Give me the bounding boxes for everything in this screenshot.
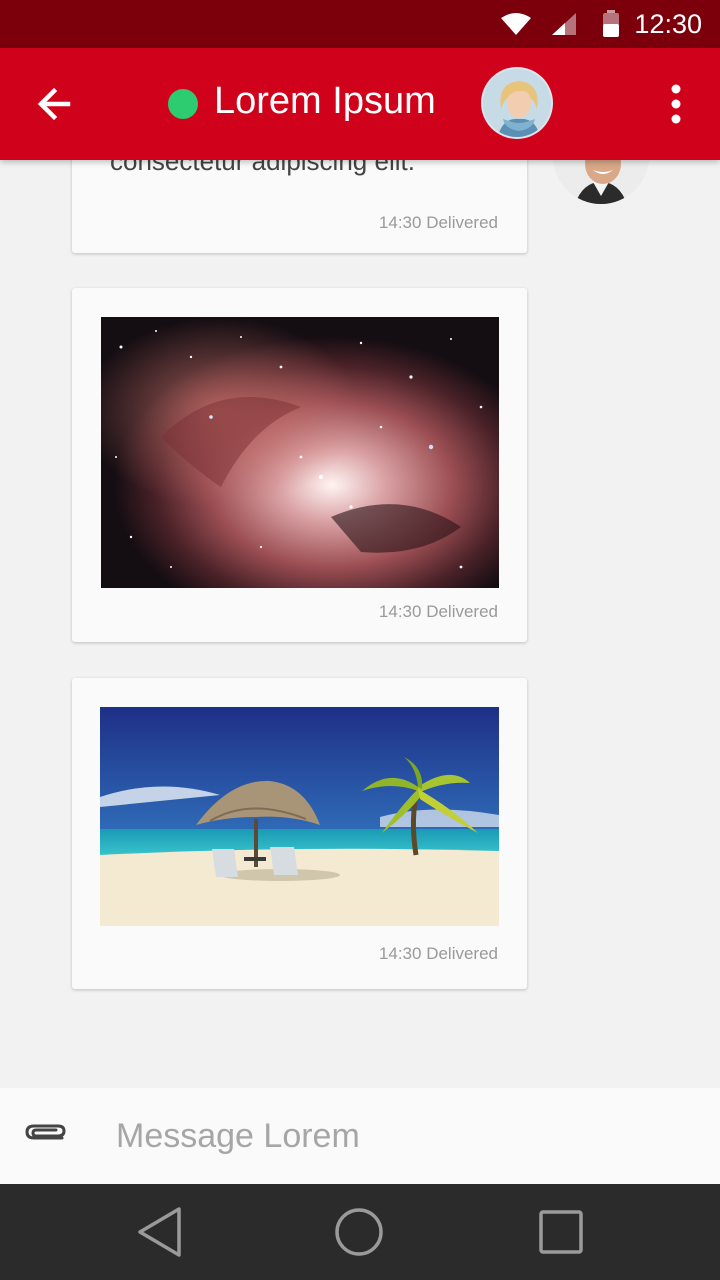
nav-back-button[interactable] [132, 1204, 192, 1260]
message-bubble[interactable]: consectetur adipiscing elit. 14:30 Deliv… [72, 160, 527, 253]
paperclip-icon [25, 1124, 66, 1140]
back-button[interactable] [28, 78, 80, 130]
message-bubble[interactable]: 14:30 Delivered [72, 678, 527, 989]
online-status-indicator [168, 89, 198, 119]
message-meta: 14:30 Delivered [379, 944, 498, 964]
delivery-status: Delivered [426, 213, 498, 232]
clock: 12:30 [634, 9, 702, 39]
status-bar: 12:30 [0, 0, 720, 48]
cell-signal-icon [552, 13, 576, 35]
app-bar: Lorem Ipsum [0, 48, 720, 160]
arrow-back-icon [37, 87, 71, 121]
conversation-title: Lorem Ipsum [214, 80, 436, 122]
message-meta: 14:30 Delivered [379, 602, 498, 622]
nav-recents-button[interactable] [531, 1204, 591, 1260]
nebula-image[interactable] [101, 317, 499, 588]
system-nav-bar [0, 1184, 720, 1280]
message-text: consectetur adipiscing elit. [110, 160, 415, 176]
message-composer [0, 1088, 720, 1184]
nav-home-button[interactable] [329, 1204, 389, 1260]
contact-avatar[interactable] [481, 67, 553, 139]
delivery-status: Delivered [426, 944, 498, 963]
beach-image[interactable] [100, 707, 499, 926]
message-input[interactable] [116, 1110, 676, 1162]
delivery-status: Delivered [426, 602, 498, 621]
attach-button[interactable] [22, 1114, 70, 1158]
wifi-icon [501, 13, 531, 35]
more-vert-icon [671, 84, 681, 124]
message-list[interactable]: consectetur adipiscing elit. 14:30 Deliv… [0, 160, 720, 1088]
nav-recents-icon [539, 1210, 583, 1254]
message-time: 14:30 [378, 944, 422, 963]
user-avatar[interactable] [553, 160, 649, 204]
nav-home-icon [335, 1208, 383, 1256]
nav-back-icon [138, 1207, 181, 1257]
message-bubble[interactable]: 14:30 Delivered [72, 288, 527, 642]
message-meta: 14:30 Delivered [379, 213, 498, 233]
message-time: 14:30 [378, 213, 422, 232]
battery-icon [603, 10, 619, 37]
overflow-menu-button[interactable] [656, 78, 696, 130]
message-time: 14:30 [378, 602, 422, 621]
